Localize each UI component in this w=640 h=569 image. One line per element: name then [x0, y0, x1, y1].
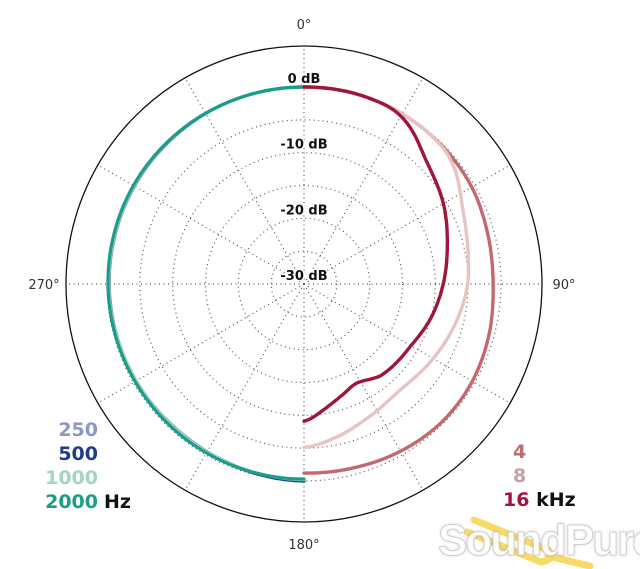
grid-ring	[270, 250, 338, 318]
legend-item-250: 250	[58, 419, 98, 441]
grid-ring	[237, 217, 371, 351]
legend-item-4k: 4	[513, 441, 527, 463]
ring-label: -20 dB	[280, 203, 327, 218]
series-line-8	[302, 85, 471, 450]
grid-spoke	[184, 77, 305, 285]
series-line-2000	[106, 85, 306, 481]
legend-label-2000: 2000	[45, 491, 98, 513]
series-line-16	[302, 85, 450, 423]
legend-item-2000: 2000 Hz	[42, 490, 131, 514]
series-line-1000	[107, 85, 306, 482]
grid-spoke	[97, 283, 305, 404]
legend-label-16k: 16	[503, 489, 530, 511]
legend-left: 250 500 1000 2000 Hz	[42, 418, 131, 514]
grid-spoke	[303, 283, 511, 404]
legend-item-500: 500	[58, 443, 98, 465]
angle-label-0: 0°	[297, 18, 312, 33]
grid-spoke	[303, 283, 424, 491]
grid-spoke	[97, 164, 305, 285]
outer-circle	[65, 45, 543, 523]
grid-spoke	[303, 164, 511, 285]
angle-label-90: 90°	[552, 278, 575, 293]
series-line-250	[107, 85, 306, 483]
grid-spoke	[303, 77, 424, 285]
soundpure-watermark: SoundPure	[438, 516, 640, 566]
grid-ring	[204, 184, 404, 384]
legend-item-16k: 16 kHz	[503, 488, 576, 512]
angle-label-180: 180°	[288, 538, 319, 553]
grid-spoke	[184, 283, 305, 491]
ring-label: -30 dB	[280, 269, 327, 284]
legend-item-1000: 1000	[45, 467, 98, 489]
ring-label: 0 dB	[288, 72, 321, 87]
series-line-4	[302, 85, 495, 475]
legend-right: 4 8 16 kHz	[503, 440, 576, 512]
legend-item-8k: 8	[513, 465, 527, 487]
series-line-500	[107, 85, 306, 483]
angle-label-270: 270°	[28, 278, 59, 293]
legend-unit-hz: Hz	[104, 491, 131, 513]
ring-label: -10 dB	[280, 138, 327, 153]
legend-unit-khz: kHz	[536, 489, 576, 511]
